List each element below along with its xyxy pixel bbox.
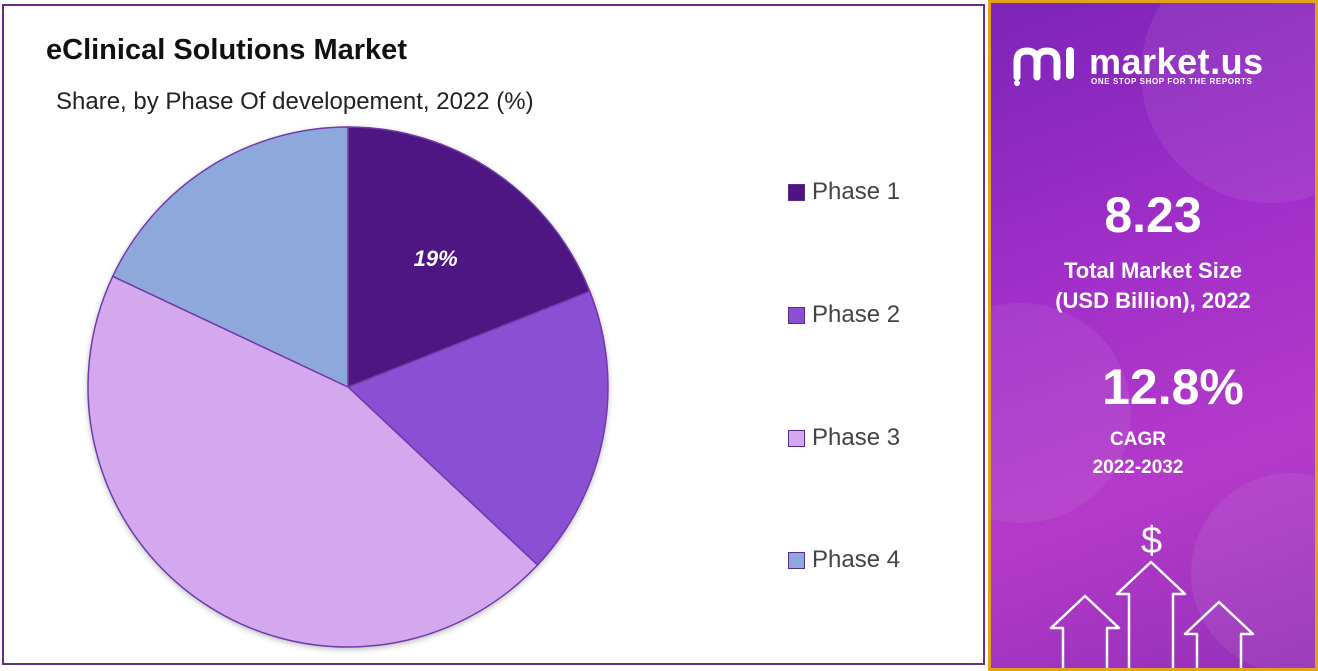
legend-label: Phase 4 <box>812 546 901 573</box>
brand-name: market.us <box>1089 41 1264 82</box>
pie-chart: 19% <box>87 126 609 648</box>
legend-label: Phase 1 <box>812 178 901 205</box>
market-size-label-year: (USD Billion), 2022 <box>1055 288 1251 313</box>
legend-item-phase-1: Phase 1 <box>788 178 900 206</box>
decor-circle <box>1141 3 1315 203</box>
pie-slice-phase-2 <box>346 290 609 567</box>
dollar-icon: $ <box>1141 520 1163 562</box>
chart-subtitle: Share, by Phase Of developement, 2022 (%… <box>56 88 534 115</box>
summary-panel: market.us ONE STOP SHOP FOR THE REPORTS … <box>988 0 1318 671</box>
legend-label: Phase 3 <box>812 424 901 451</box>
legend-label: Phase 2 <box>812 301 901 328</box>
chart-title: eClinical Solutions Market <box>46 34 407 66</box>
market-size-value: 8.23 <box>1104 187 1202 243</box>
pie-slice-phase-3 <box>87 275 539 648</box>
cagr-value: 12.8% <box>1102 359 1244 415</box>
brand-tagline: ONE STOP SHOP FOR THE REPORTS <box>1091 77 1253 86</box>
cagr-period: 2022-2032 <box>1092 457 1184 478</box>
cagr-label: CAGR <box>1110 429 1166 450</box>
pie-data-label: 19% <box>414 246 458 271</box>
market-us-logo-icon <box>1013 47 1074 86</box>
pie-slice-phase-1 <box>347 126 591 389</box>
chart-panel: eClinical Solutions Market Share, by Pha… <box>2 4 985 665</box>
growth-arrows-icon <box>1049 560 1255 668</box>
legend-item-phase-2: Phase 2 <box>788 301 900 329</box>
legend-item-phase-4: Phase 4 <box>788 546 900 574</box>
legend-swatch <box>788 429 805 447</box>
legend-swatch <box>788 183 805 201</box>
legend-swatch <box>788 551 805 569</box>
pie-slice-phase-4 <box>111 126 349 389</box>
legend-swatch <box>788 306 805 324</box>
market-size-label: Total Market Size <box>1063 258 1243 283</box>
legend-item-phase-3: Phase 3 <box>788 424 900 452</box>
